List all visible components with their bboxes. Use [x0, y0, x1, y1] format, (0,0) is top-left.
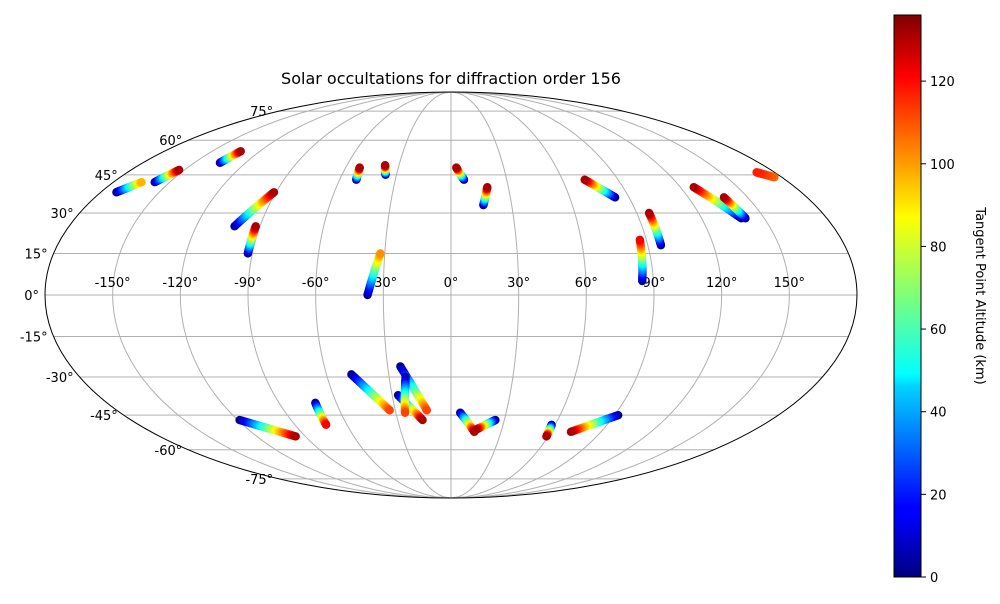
track-point [380, 160, 390, 170]
track-point [137, 178, 146, 187]
occultation-track [230, 188, 279, 231]
occultation-track [472, 415, 500, 434]
track-point [321, 420, 331, 430]
colorbar-tick-label: 120 [930, 75, 955, 90]
lon-tick-label: -30° [369, 276, 397, 291]
occultation-track [347, 370, 394, 415]
lon-tick-label: -120° [162, 276, 198, 291]
colorbar-tick-label: 40 [930, 406, 947, 421]
graticule [45, 92, 857, 498]
occultation-track [380, 160, 390, 180]
track-point [719, 193, 729, 202]
track-point [752, 168, 761, 177]
track-point [422, 406, 432, 415]
lon-tick-label: -150° [95, 276, 131, 291]
track-point [355, 163, 364, 172]
lat-tick-label: 0° [24, 289, 39, 304]
colorbar-label: Tangent Point Altitude (km) [972, 206, 987, 384]
tick-labels: -150° -120° -90° -60° -30° 0° 30° 60° 90° 120° 150… [20, 105, 805, 488]
colorbar-tick-label: 100 [930, 158, 955, 173]
occultation-track [215, 147, 245, 168]
occultation-track [752, 168, 779, 182]
occultation-track [542, 420, 556, 441]
lat-tick-label: -75° [245, 473, 273, 488]
meridian-line [450, 92, 520, 498]
colorbar-ticks: 0 20 40 60 80 100 120 [921, 75, 955, 586]
track-point [385, 406, 394, 415]
lat-tick-label: -60° [155, 444, 183, 459]
lat-tick-label: 15° [25, 247, 48, 262]
meridian-line [450, 92, 587, 498]
track-point [566, 427, 576, 437]
track-point [635, 235, 645, 244]
track-point [418, 415, 427, 425]
occultation-track [150, 165, 184, 187]
track-point [269, 188, 279, 197]
occultation-track [719, 193, 750, 223]
occultation-track [400, 372, 410, 417]
colorbar-tick-label: 0 [930, 571, 938, 586]
track-point [251, 222, 260, 231]
occultation-track [363, 249, 385, 300]
occultation-track [235, 415, 300, 441]
meridian-line [450, 92, 655, 498]
track-point [236, 147, 245, 156]
meridian-line [247, 92, 452, 498]
occultation-track [479, 183, 492, 210]
lat-tick-label: 75° [250, 105, 273, 120]
occultation-track [635, 235, 647, 286]
occultation-track [689, 183, 746, 223]
map-boundary [44, 91, 858, 499]
lon-tick-label: 90° [642, 276, 665, 291]
colorbar: 0 20 40 60 80 100 120 Tangent Point Altitude (… [893, 14, 987, 586]
occultation-track [644, 208, 666, 250]
occultation-track [243, 222, 260, 258]
colorbar-gradient [893, 14, 922, 578]
chart-title: Solar occultations for diffraction order… [281, 69, 621, 88]
lat-tick-label: 45° [95, 169, 118, 184]
meridian-line [112, 92, 452, 498]
meridian-line [179, 92, 452, 498]
colorbar-tick-label: 60 [930, 323, 947, 338]
colorbar-tick-label: 80 [930, 240, 947, 255]
colorbar-tick-label: 20 [930, 488, 947, 503]
track-point [452, 163, 461, 172]
meridian-line [382, 92, 452, 498]
occultation-track [452, 163, 469, 184]
occultation-track [566, 410, 623, 437]
track-point [472, 425, 481, 434]
track-point [174, 165, 184, 175]
lon-tick-label: 120° [706, 276, 737, 291]
meridian-line [450, 92, 723, 498]
track-point [644, 208, 654, 218]
lat-tick-label: 60° [159, 134, 182, 149]
occultation-track [112, 178, 146, 197]
track-point [400, 408, 410, 417]
lat-tick-label: -15° [20, 331, 48, 346]
meridian-line [315, 92, 452, 498]
occultation-track [580, 175, 620, 202]
lon-tick-label: -60° [302, 276, 330, 291]
lon-tick-label: -90° [234, 276, 262, 291]
lon-tick-label: 30° [507, 276, 530, 291]
lon-tick-label: 60° [575, 276, 598, 291]
lat-tick-label: -45° [90, 409, 118, 424]
track-point [580, 175, 589, 184]
occultation-tracks [112, 147, 779, 441]
lat-tick-label: -30° [46, 371, 74, 386]
track-point [291, 432, 300, 441]
occultation-track [311, 398, 331, 430]
track-point [376, 249, 385, 258]
lon-tick-label: 150° [774, 276, 805, 291]
track-point [689, 183, 698, 192]
track-point [542, 432, 551, 441]
meridian-line [450, 92, 790, 498]
track-point [483, 183, 492, 192]
lon-tick-label: 0° [444, 276, 459, 291]
occultation-track [352, 163, 364, 184]
lat-tick-label: 30° [51, 207, 74, 222]
